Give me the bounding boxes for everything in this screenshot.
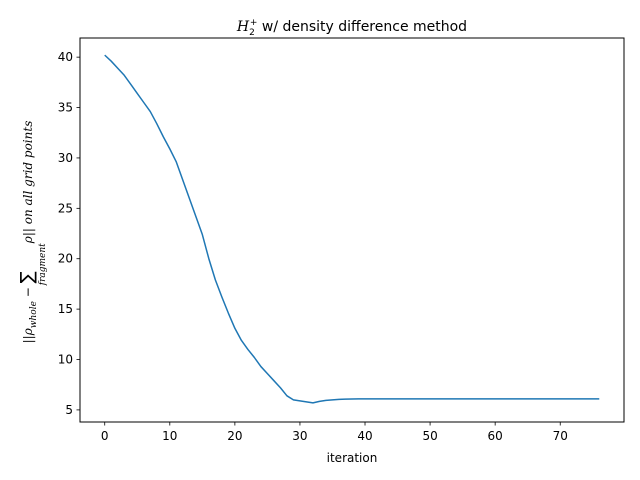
ylabel-sum: ∑ [17, 271, 38, 283]
title-superscript: + [250, 18, 258, 28]
x-tick-label: 0 [101, 429, 109, 443]
x-tick-label: 70 [553, 429, 568, 443]
y-tick-label: 25 [58, 201, 73, 215]
axes-frame [79, 37, 625, 423]
title-subscript: 2 [249, 28, 255, 38]
y-axis-ticks: 5 10 15 20 25 30 35 40 [58, 50, 80, 417]
ylabel-part-b: − [21, 283, 35, 301]
plot-layer [104, 54, 600, 404]
y-tick-label: 5 [65, 403, 73, 417]
ylabel-part-c: ρ|| on all grid points [21, 121, 35, 245]
x-tick-label: 30 [292, 429, 307, 443]
y-tick-label: 30 [58, 151, 73, 165]
y-axis-label: ||ρwhole − ∑fragmentρ|| on all grid poin… [17, 121, 48, 344]
y-tick-label: 10 [58, 353, 73, 367]
ylabel-sub-fragment: fragment [38, 243, 48, 286]
x-tick-label: 10 [162, 429, 177, 443]
x-tick-label: 20 [227, 429, 242, 443]
x-tick-label: 40 [357, 429, 372, 443]
y-tick-label: 35 [58, 101, 73, 115]
title-symbol: H [236, 19, 250, 35]
ylabel-sub-whole: whole [29, 301, 39, 328]
x-tick-label: 50 [422, 429, 437, 443]
chart-title: H2+ w/ density difference method [236, 18, 467, 38]
series-line-0 [104, 54, 600, 404]
x-axis-ticks: 0 10 20 30 40 50 60 70 [101, 422, 568, 443]
y-tick-label: 20 [58, 252, 73, 266]
ylabel-part-a: ||ρ [21, 328, 35, 343]
y-tick-label: 15 [58, 302, 73, 316]
title-text: w/ density difference method [257, 19, 467, 35]
x-axis-label: iteration [327, 451, 378, 465]
y-tick-label: 40 [58, 50, 73, 64]
x-tick-label: 60 [488, 429, 503, 443]
